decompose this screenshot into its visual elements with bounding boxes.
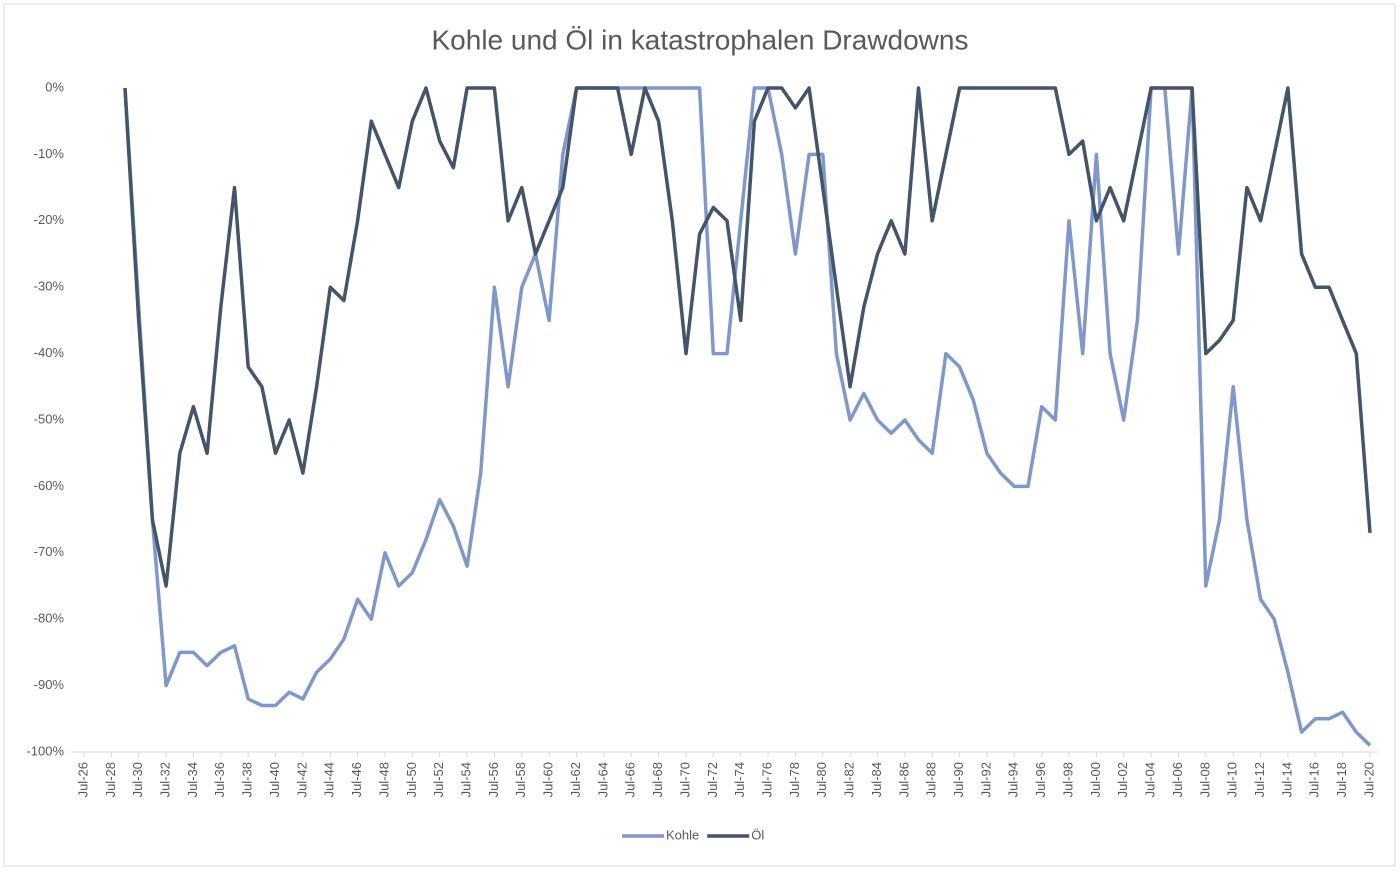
x-tick-label: Jul-92 — [978, 762, 993, 797]
legend-label: Kohle — [666, 827, 699, 842]
x-tick-label: Jul-26 — [75, 762, 90, 797]
x-tick-label: Jul-96 — [1033, 762, 1048, 797]
x-tick-label: Jul-66 — [623, 762, 638, 797]
y-tick-label: -90% — [34, 677, 65, 692]
x-tick-label: Jul-48 — [376, 762, 391, 797]
x-tick-label: Jul-84 — [869, 762, 884, 797]
x-tick-label: Jul-46 — [349, 762, 364, 797]
x-tick-label: Jul-36 — [212, 762, 227, 797]
x-tick-label: Jul-70 — [677, 762, 692, 797]
x-tick-label: Jul-14 — [1279, 762, 1294, 797]
chart-frame — [3, 3, 1396, 867]
x-tick-label: Jul-00 — [1088, 762, 1103, 797]
y-tick-label: -70% — [34, 544, 65, 559]
x-tick-label: Jul-10 — [1225, 762, 1240, 797]
x-tick-label: Jul-62 — [568, 762, 583, 797]
x-tick-label: Jul-18 — [1334, 762, 1349, 797]
x-tick-label: Jul-32 — [158, 762, 173, 797]
x-tick-label: Jul-56 — [486, 762, 501, 797]
x-tick-label: Jul-86 — [896, 762, 911, 797]
x-tick-label: Jul-82 — [842, 762, 857, 797]
x-tick-label: Jul-38 — [240, 762, 255, 797]
x-tick-label: Jul-42 — [294, 762, 309, 797]
x-tick-label: Jul-04 — [1143, 762, 1158, 797]
y-tick-label: -50% — [34, 411, 65, 426]
x-tick-label: Jul-60 — [541, 762, 556, 797]
x-tick-label: Jul-68 — [650, 762, 665, 797]
x-tick-label: Jul-98 — [1060, 762, 1075, 797]
x-tick-label: Jul-72 — [705, 762, 720, 797]
x-tick-label: Jul-90 — [951, 762, 966, 797]
x-tick-label: Jul-28 — [103, 762, 118, 797]
x-tick-label: Jul-80 — [814, 762, 829, 797]
series-line — [123, 86, 1372, 588]
x-tick-label: Jul-08 — [1197, 762, 1212, 797]
x-tick-label: Jul-06 — [1170, 762, 1185, 797]
x-tick-label: Jul-88 — [924, 762, 939, 797]
x-tick-label: Jul-44 — [322, 762, 337, 797]
x-tick-label: Jul-76 — [759, 762, 774, 797]
y-tick-label: -100% — [26, 743, 64, 758]
y-tick-label: -10% — [34, 146, 65, 161]
x-tick-label: Jul-54 — [459, 762, 474, 797]
x-tick-label: Jul-64 — [595, 762, 610, 797]
y-tick-label: 0% — [45, 79, 64, 94]
y-tick-label: -60% — [34, 478, 65, 493]
x-tick-label: Jul-52 — [431, 762, 446, 797]
x-tick-label: Jul-94 — [1006, 762, 1021, 797]
x-tick-label: Jul-78 — [787, 762, 802, 797]
y-tick-label: -20% — [34, 212, 65, 227]
y-tick-label: -40% — [34, 345, 65, 360]
x-tick-label: Jul-58 — [513, 762, 528, 797]
y-tick-label: -80% — [34, 611, 65, 626]
x-tick-label: Jul-34 — [185, 762, 200, 797]
x-tick-label: Jul-12 — [1252, 762, 1267, 797]
chart-title: Kohle und Öl in katastrophalen Drawdowns — [432, 24, 969, 55]
x-tick-label: Jul-40 — [267, 762, 282, 797]
y-tick-label: -30% — [34, 279, 65, 294]
x-tick-label: Jul-02 — [1115, 762, 1130, 797]
x-tick-label: Jul-50 — [404, 762, 419, 797]
legend-label: Öl — [751, 827, 764, 842]
x-tick-label: Jul-74 — [732, 762, 747, 797]
x-tick-label: Jul-20 — [1361, 762, 1376, 797]
x-tick-label: Jul-16 — [1307, 762, 1322, 797]
x-tick-label: Jul-30 — [130, 762, 145, 797]
